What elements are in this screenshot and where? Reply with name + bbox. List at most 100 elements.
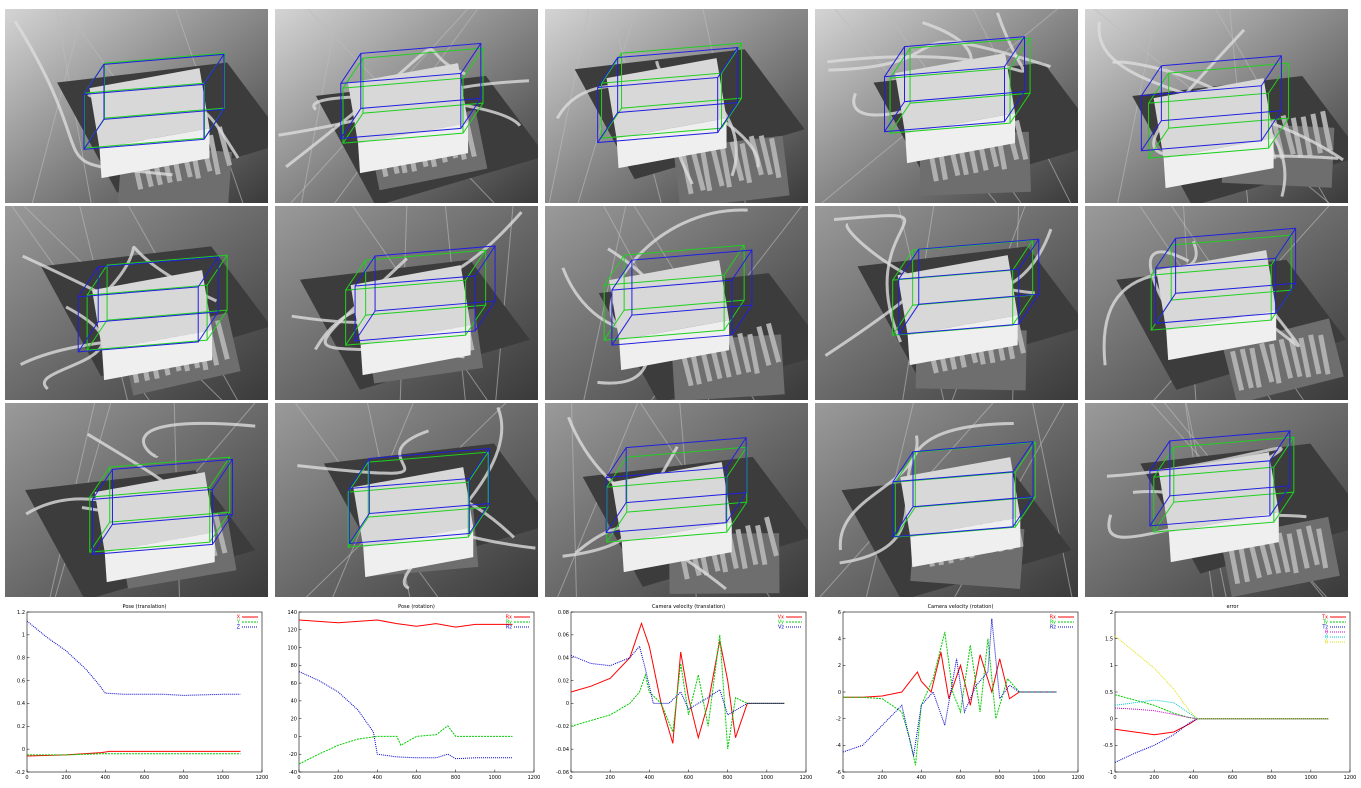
frame-r2-c2-scene (275, 206, 538, 400)
y-tick-label: 0.06 (558, 633, 569, 639)
y-tick-label: -0.02 (556, 724, 569, 730)
legend-label: Y (236, 620, 241, 626)
x-tick-label: 400 (645, 775, 655, 781)
y-tick-label: -2 (836, 716, 841, 722)
legend-label: Ry (1050, 620, 1056, 626)
camera-velocity-translation-chart: Camera velocity (translation) 0 200 400 600 8… (544, 600, 816, 788)
frame-r1-c2 (275, 9, 538, 203)
error-chart: error 0 200 400 600 800 1000 1200 -1 -0.5 0 0.5 1 1.5… (1088, 600, 1360, 788)
series-line (26, 620, 241, 696)
frame-r3-c4-scene (815, 403, 1078, 597)
x-tick-label: 200 (1149, 775, 1159, 781)
frame-r1-c3-scene (545, 9, 808, 203)
plot-frame (570, 611, 807, 773)
y-tick-label: 4 (838, 636, 841, 642)
frame-r3-c2 (275, 403, 538, 597)
x-tick-label: 600 (684, 775, 694, 781)
x-tick-label: 200 (61, 775, 71, 781)
x-tick-label: 400 (917, 775, 927, 781)
legend-label: Ry (506, 620, 512, 626)
y-tick-label: 0.4 (17, 701, 25, 707)
y-tick-label: 0.5 (1105, 690, 1113, 696)
y-tick-label: 0.8 (17, 656, 25, 662)
frame-r2-c4 (815, 206, 1078, 400)
series-line (27, 753, 241, 756)
x-tick-label: 400 (101, 775, 111, 781)
plot-frame (298, 611, 535, 773)
x-tick-label: 600 (140, 775, 150, 781)
chart-title: error (1226, 604, 1239, 610)
legend-label: θ (1325, 640, 1328, 646)
legend-label: Z (237, 625, 241, 631)
y-tick-label: -4 (836, 743, 841, 749)
y-tick-label: 0.08 (558, 610, 569, 616)
x-tick-label: 200 (605, 775, 615, 781)
series-line (1114, 699, 1329, 720)
camera-velocity-rotation-chart: Camera velocity (rotation) 0 200 400 600 800 1… (816, 600, 1088, 788)
series-line (1114, 694, 1329, 720)
x-tick-label: 1200 (256, 775, 269, 781)
x-tick-label: 800 (179, 775, 189, 781)
legend-label: Tz (1321, 625, 1328, 631)
x-tick-label: 1000 (216, 775, 229, 781)
series-line (298, 671, 513, 760)
x-tick-label: 400 (1189, 775, 1199, 781)
frame-r3-c5-scene (1085, 403, 1348, 597)
legend-label: Vz (778, 625, 784, 631)
frame-r3-c3 (545, 403, 808, 597)
x-tick-label: 0 (569, 775, 572, 781)
frame-r2-c5 (1085, 206, 1348, 400)
frame-r3-c5 (1085, 403, 1348, 597)
y-tick-label: 0 (1110, 716, 1113, 722)
y-tick-label: 0 (566, 701, 569, 707)
chart-title: Pose (translation) (123, 604, 167, 610)
x-tick-label: 800 (1267, 775, 1277, 781)
x-tick-label: 200 (877, 775, 887, 781)
x-tick-label: 1200 (528, 775, 541, 781)
tracking-frames-grid (5, 9, 1348, 597)
y-tick-label: 0.2 (17, 724, 25, 730)
series-line (1114, 718, 1329, 763)
x-tick-label: 200 (333, 775, 343, 781)
y-tick-label: 60 (291, 681, 297, 687)
x-tick-label: 400 (373, 775, 383, 781)
legend-label: Vy (778, 620, 784, 626)
chart-title: Camera velocity (rotation) (928, 604, 994, 610)
series-line (570, 621, 785, 744)
frame-r1-c2-scene (275, 9, 538, 203)
x-tick-label: 1000 (1032, 775, 1045, 781)
series-line (298, 619, 513, 628)
legend-label: Rz (1050, 625, 1056, 631)
series-line (1114, 718, 1329, 736)
y-tick-label: 2 (838, 663, 841, 669)
x-tick-label: 0 (841, 775, 844, 781)
frame-r2-c1 (5, 206, 268, 400)
frame-r3-c1 (5, 403, 268, 597)
series-line (1114, 635, 1329, 720)
frame-r2-c4-scene (815, 206, 1078, 400)
y-tick-label: -20 (289, 752, 297, 758)
x-tick-label: 0 (25, 775, 28, 781)
x-tick-label: 600 (412, 775, 422, 781)
x-tick-label: 0 (297, 775, 300, 781)
legend-label: Rz (506, 625, 512, 631)
frame-r1-c4 (815, 9, 1078, 203)
frame-r3-c2-scene (275, 403, 538, 597)
frame-r1-c5-scene (1085, 9, 1348, 203)
x-tick-label: 0 (1113, 775, 1116, 781)
plots-row: Pose (translation) 0 200 400 600 800 1000 1200-… (0, 600, 1361, 788)
x-tick-label: 1000 (1304, 775, 1317, 781)
frame-r3-c1-scene (5, 403, 268, 597)
legend-label: θ (1325, 630, 1328, 636)
frame-r2-c5-scene (1085, 206, 1348, 400)
y-tick-label: -6 (836, 770, 841, 776)
y-tick-label: 2 (1110, 610, 1113, 616)
frame-r1-c4-scene (815, 9, 1078, 203)
x-tick-label: 1200 (1072, 775, 1085, 781)
y-tick-label: 1.5 (1105, 636, 1113, 642)
y-tick-label: -1 (1108, 770, 1113, 776)
y-tick-label: 0.04 (558, 656, 569, 662)
legend-label: Rx (1050, 615, 1056, 621)
series-line (1114, 707, 1329, 720)
y-tick-label: 0 (838, 690, 841, 696)
